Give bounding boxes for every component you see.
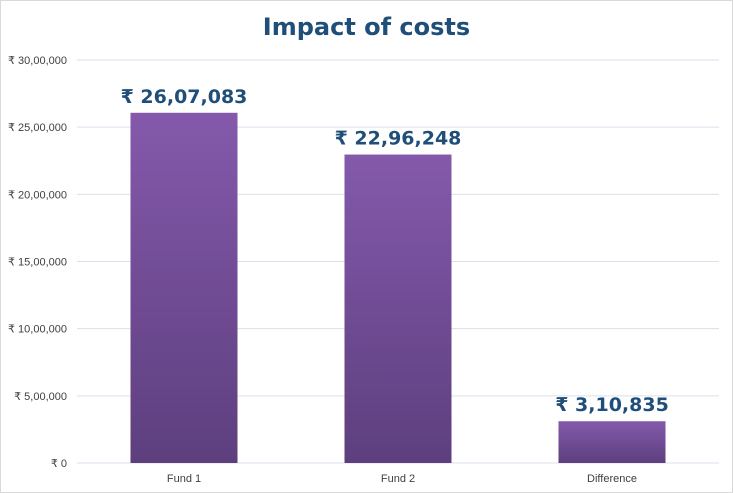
bar-difference [558,421,666,463]
x-tick-label: Fund 1 [167,473,201,485]
y-tick-label: ₹ 15,00,000 [8,257,67,269]
bar-fund-2 [344,154,452,463]
y-tick-label: ₹ 10,00,000 [8,324,67,336]
y-tick-label: ₹ 25,00,000 [8,122,67,134]
data-label: ₹ 26,07,083 [121,86,248,108]
x-tick-label: Fund 2 [381,473,415,485]
y-tick-label: ₹ 30,00,000 [8,55,67,67]
data-labels: ₹ 26,07,083 ₹ 22,96,248 ₹ 3,10,835 [121,86,669,416]
x-axis: Fund 1 Fund 2 Difference [167,473,637,485]
data-label: ₹ 3,10,835 [555,394,669,416]
bar-fund-1 [130,112,238,463]
y-axis: ₹ 0 ₹ 5,00,000 ₹ 10,00,000 ₹ 15,00,000 ₹ 20,… [8,55,67,470]
data-label: ₹ 22,96,248 [335,128,462,150]
y-tick-label: ₹ 5,00,000 [14,391,67,403]
y-tick-label: ₹ 20,00,000 [8,189,67,201]
bars [130,112,666,463]
y-tick-label: ₹ 0 [51,458,67,470]
chart-title: Impact of costs [262,13,471,41]
x-tick-label: Difference [587,473,637,485]
